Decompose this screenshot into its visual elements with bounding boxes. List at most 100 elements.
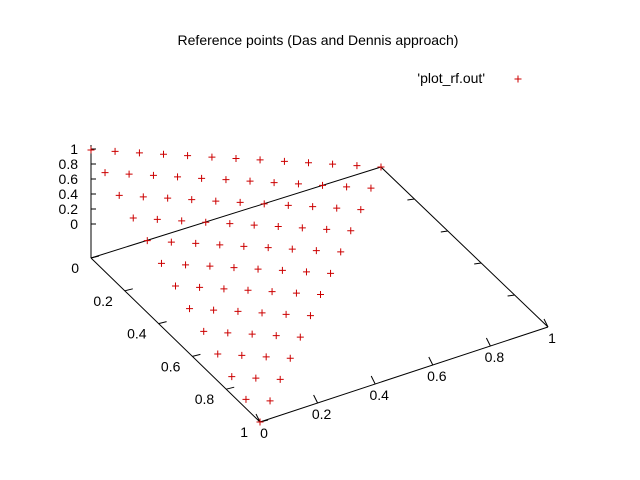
data-point [296, 333, 304, 341]
data-point [278, 266, 286, 274]
data-point [323, 225, 331, 233]
x-tick-label: 0.2 [312, 406, 332, 422]
data-point [160, 150, 167, 158]
data-point [174, 173, 182, 181]
x-tick-label: 0.4 [369, 387, 389, 403]
data-point [230, 264, 238, 272]
x-tick-label: 0 [260, 425, 268, 441]
y-tick-label: 0 [71, 260, 79, 276]
data-point [288, 245, 296, 253]
tick-labels: 00.20.40.60.81 00.20.40.60.8100.20.40.60.… [59, 141, 557, 441]
data-point [266, 397, 274, 405]
data-point [302, 268, 310, 276]
data-point [264, 244, 272, 252]
data-point [206, 262, 214, 270]
right-edge-line [380, 166, 549, 328]
data-point [286, 354, 294, 362]
data-point [196, 283, 204, 291]
data-point [139, 193, 147, 201]
data-point [125, 170, 133, 178]
data-point [357, 206, 365, 214]
chart-title: Reference points (Das and Dennis approac… [178, 32, 459, 48]
y-tick-label: 1 [240, 424, 248, 440]
data-point [188, 196, 196, 204]
data-point [240, 242, 248, 250]
data-point [101, 169, 109, 177]
x-tick [313, 394, 319, 404]
data-point [377, 163, 385, 171]
data-point [182, 261, 190, 269]
data-point [157, 259, 165, 267]
x-tick-label: 1 [548, 330, 556, 346]
data-point [214, 350, 222, 358]
data-point [292, 289, 300, 297]
data-point [220, 285, 228, 293]
data-point [167, 238, 175, 246]
data-point [284, 201, 292, 209]
y-tick [158, 321, 167, 325]
y-tick [90, 255, 100, 259]
data-point [367, 184, 375, 192]
data-point [327, 269, 335, 277]
x-tick [370, 375, 376, 385]
data-point [242, 395, 250, 403]
data-point [312, 247, 320, 255]
data-point [192, 239, 200, 247]
data-point [280, 157, 288, 165]
data-point [347, 227, 355, 235]
data-point [260, 200, 268, 208]
data-point [224, 329, 232, 337]
data-point [210, 306, 218, 314]
data-point [333, 204, 341, 212]
y-tick-label: 0.4 [127, 326, 147, 342]
x-tick [428, 356, 434, 366]
data-point [212, 197, 220, 205]
data-point [228, 373, 236, 381]
z-tick-label: 0.6 [59, 171, 79, 187]
data-point [184, 152, 192, 160]
data-point [178, 217, 186, 225]
data-point [111, 147, 119, 155]
right-edge-tick [407, 198, 415, 201]
y-tick-label: 0.2 [93, 293, 113, 309]
data-point [200, 327, 208, 335]
data-point [270, 179, 278, 187]
data-point [186, 305, 194, 313]
z-tick-label: 0 [70, 216, 78, 232]
y-tick-label: 0.6 [161, 358, 181, 374]
x-tick [485, 337, 491, 347]
y-axis-line [90, 257, 261, 423]
data-point [282, 310, 290, 318]
y-tick [124, 288, 133, 292]
data-point [135, 149, 143, 157]
data-point [319, 181, 327, 189]
right-edge-tick [507, 294, 515, 297]
front-edge-line [259, 326, 549, 423]
data-point [274, 223, 282, 230]
x-tick [543, 318, 549, 328]
data-point [252, 374, 260, 382]
data-point [317, 291, 324, 298]
data-point [143, 237, 151, 245]
y-tick [192, 353, 201, 357]
data-points [87, 146, 385, 426]
z-tick-label: 1 [70, 141, 78, 157]
data-point [153, 215, 161, 223]
data-point [172, 282, 179, 290]
data-point [337, 248, 345, 256]
data-point [129, 214, 137, 222]
data-point [232, 155, 240, 162]
data-point [276, 375, 284, 383]
data-point [222, 176, 230, 184]
data-point [115, 191, 123, 199]
data-point [226, 220, 234, 228]
data-point [87, 146, 95, 154]
data-point [202, 218, 210, 226]
data-point [164, 194, 172, 202]
z-tick-label: 0.4 [59, 186, 79, 202]
legend-label: 'plot_rf.out' [417, 70, 485, 86]
x-tick [255, 413, 261, 423]
z-tick-label: 0.8 [59, 156, 79, 172]
data-point [294, 180, 302, 188]
